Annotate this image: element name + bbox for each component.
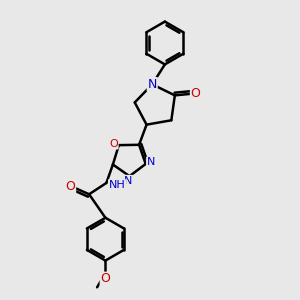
Text: O: O (191, 87, 201, 101)
Text: NH: NH (109, 180, 125, 190)
Text: N: N (148, 78, 157, 91)
Text: O: O (109, 139, 118, 149)
Text: N: N (147, 158, 155, 167)
Text: N: N (124, 176, 132, 186)
Text: O: O (100, 272, 110, 286)
Text: O: O (65, 180, 75, 193)
